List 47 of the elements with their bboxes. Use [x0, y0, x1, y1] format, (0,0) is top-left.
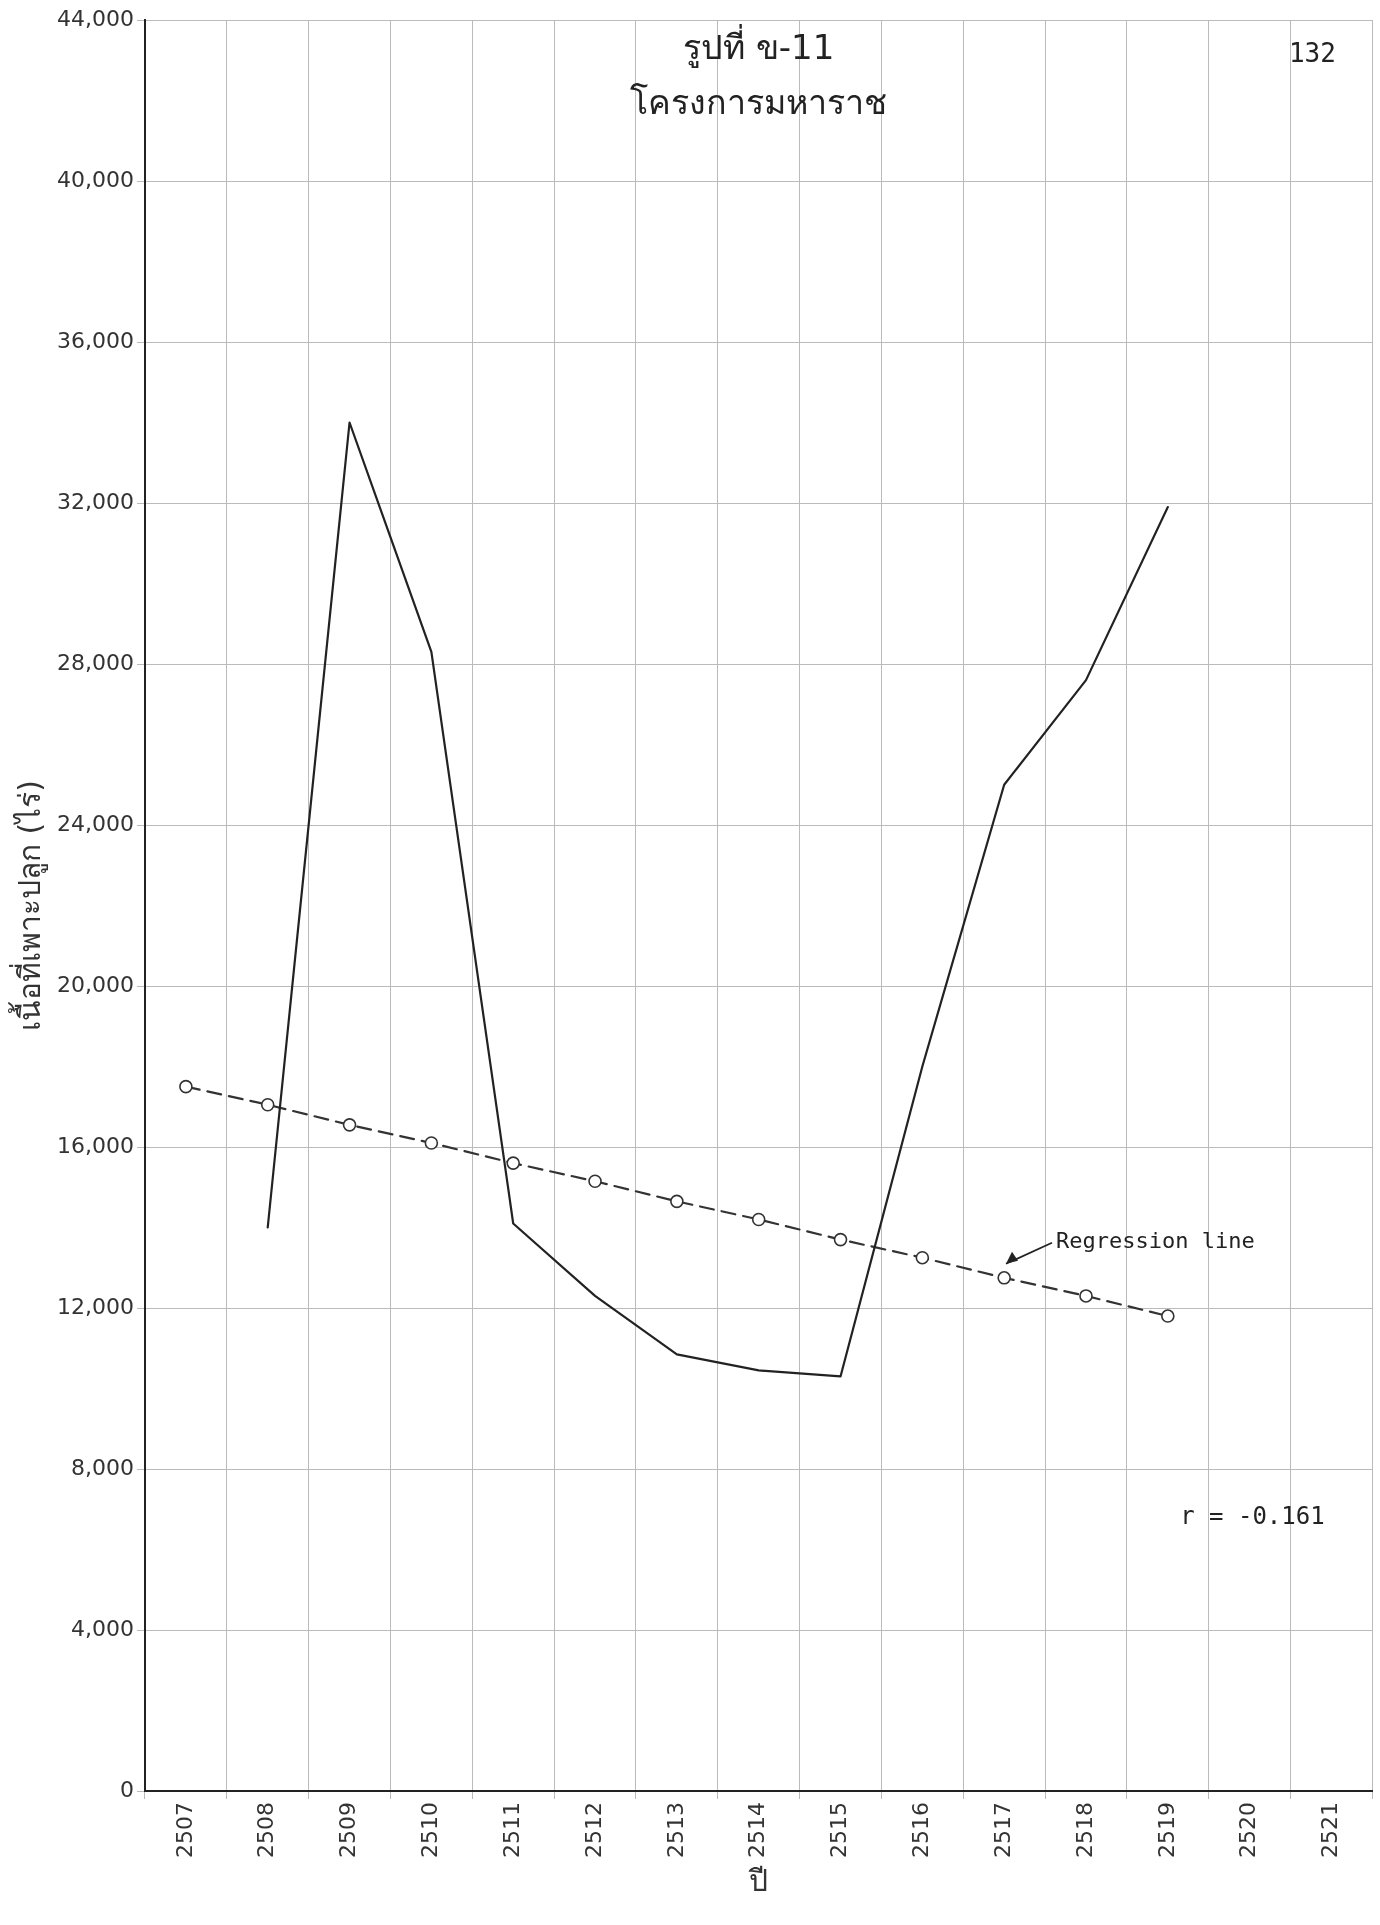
point [506, 1156, 521, 1170]
x-tick-label: 2511 [498, 1802, 524, 1859]
y-axis-title: เนื้อที่เพาะปลูก (ไร่) [7, 780, 48, 1031]
x-axis-title: ปี [748, 1862, 769, 1898]
text: โครงการมหาราช [630, 81, 888, 122]
y-tick-label: 36,000 [56, 327, 134, 353]
x-tick-label: 2513 [662, 1802, 688, 1859]
point [342, 1118, 357, 1132]
y-tick-label: 8,000 [70, 1454, 134, 1480]
point [179, 1079, 193, 1094]
y-tick-label: 0 [119, 1776, 134, 1802]
point [997, 1271, 1011, 1285]
y-tick-label: 40,000 [56, 166, 134, 192]
x-tick-label: 2515 [826, 1802, 852, 1859]
x-tick-label: 2508 [253, 1802, 279, 1859]
point [833, 1232, 848, 1247]
annotation: r = -0.161 [1180, 1501, 1325, 1530]
point [424, 1136, 439, 1150]
y-tick-label: 20,000 [56, 971, 134, 997]
x-tick-label: 2507 [171, 1802, 197, 1859]
y-tick-label: 12,000 [56, 1293, 134, 1319]
x-tick-label: 2521 [1317, 1802, 1343, 1859]
annotation: 132 [1288, 37, 1336, 68]
x-tick-label: 2510 [417, 1802, 443, 1859]
point [1161, 1309, 1175, 1323]
x-tick-label: 2520 [1235, 1802, 1261, 1859]
point [915, 1250, 930, 1265]
point [1079, 1289, 1093, 1303]
annotation: Regression line [1055, 1228, 1255, 1254]
x-tick-label: 2509 [335, 1802, 361, 1859]
point [260, 1097, 275, 1112]
x-tick-label: 2517 [989, 1802, 1015, 1859]
y-tick-label: 24,000 [56, 810, 134, 836]
y-tick-label: 16,000 [56, 1132, 134, 1158]
x-tick-label: 2518 [1071, 1802, 1097, 1859]
point [751, 1212, 766, 1227]
y-tick-label: 28,000 [56, 649, 134, 675]
x-tick-label: 2514 [744, 1802, 770, 1859]
chart-title: รูปที่ ข-11 [683, 23, 835, 68]
point [670, 1194, 684, 1209]
y-tick-label: 44,000 [56, 5, 134, 31]
y-tick-label: 32,000 [56, 488, 134, 514]
x-tick-label: 2516 [908, 1802, 934, 1859]
y-tick-label: 4,000 [70, 1615, 134, 1641]
point [588, 1174, 602, 1189]
x-tick-label: 2512 [580, 1802, 606, 1859]
x-tick-label: 2519 [1153, 1802, 1179, 1859]
